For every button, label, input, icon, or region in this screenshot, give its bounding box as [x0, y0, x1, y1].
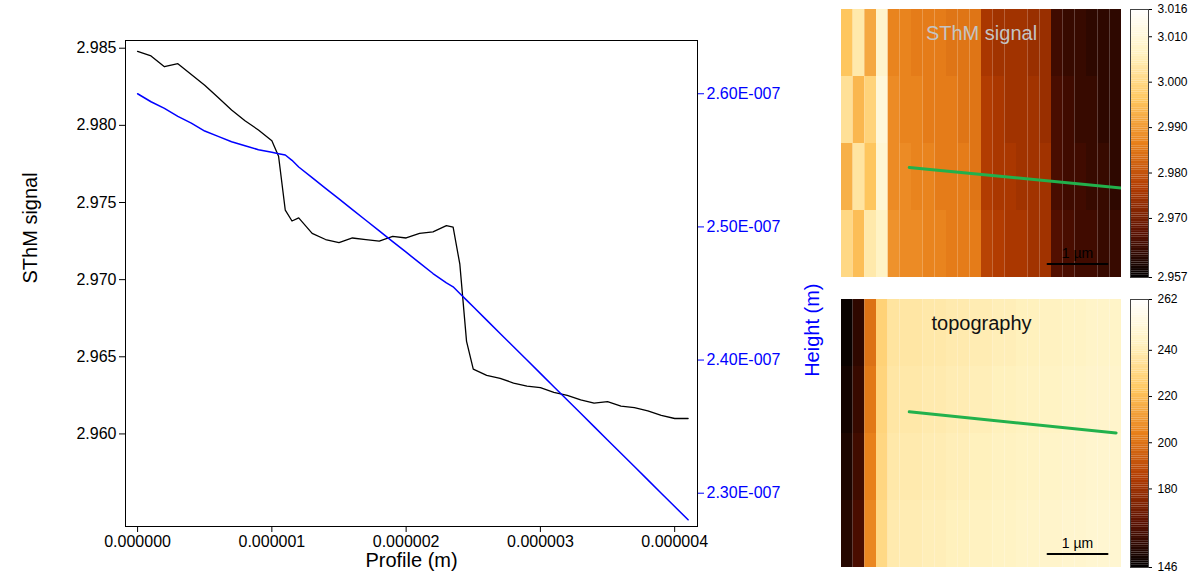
svg-text:0.000000: 0.000000 — [104, 533, 171, 550]
svg-text:2.960: 2.960 — [76, 425, 116, 442]
svg-text:2.965: 2.965 — [76, 348, 116, 365]
svg-text:240: 240 — [1158, 343, 1178, 357]
svg-text:2.980: 2.980 — [1158, 166, 1188, 180]
svg-text:SThM signal: SThM signal — [926, 22, 1037, 44]
svg-text:2.970: 2.970 — [76, 271, 116, 288]
svg-text:146: 146 — [1158, 560, 1178, 574]
svg-text:1 µm: 1 µm — [1062, 535, 1093, 551]
svg-text:0.000004: 0.000004 — [641, 533, 708, 550]
svg-text:0.000003: 0.000003 — [507, 533, 574, 550]
svg-text:2.40E-007: 2.40E-007 — [707, 351, 781, 368]
svg-text:0.000002: 0.000002 — [373, 533, 440, 550]
svg-text:2.985: 2.985 — [76, 39, 116, 56]
svg-text:2.30E-007: 2.30E-007 — [707, 484, 781, 501]
svg-text:2.975: 2.975 — [76, 194, 116, 211]
svg-text:2.990: 2.990 — [1158, 120, 1188, 134]
svg-text:3.010: 3.010 — [1158, 30, 1188, 44]
svg-text:1 µm: 1 µm — [1062, 245, 1093, 261]
svg-text:2.50E-007: 2.50E-007 — [707, 218, 781, 235]
svg-text:200: 200 — [1158, 436, 1178, 450]
svg-text:3.000: 3.000 — [1158, 75, 1188, 89]
svg-text:262: 262 — [1158, 292, 1178, 306]
svg-text:2.980: 2.980 — [76, 116, 116, 133]
svg-text:2.970: 2.970 — [1158, 211, 1188, 225]
svg-text:SThM signal: SThM signal — [19, 172, 41, 283]
svg-text:2.957: 2.957 — [1158, 270, 1188, 284]
svg-text:0.000001: 0.000001 — [238, 533, 305, 550]
svg-text:Profile (m): Profile (m) — [365, 549, 457, 571]
svg-text:180: 180 — [1158, 482, 1178, 496]
svg-text:220: 220 — [1158, 389, 1178, 403]
svg-text:Height (m): Height (m) — [801, 284, 823, 377]
svg-text:3.016: 3.016 — [1158, 2, 1188, 16]
svg-text:2.60E-007: 2.60E-007 — [707, 85, 781, 102]
svg-text:topography: topography — [931, 312, 1031, 334]
